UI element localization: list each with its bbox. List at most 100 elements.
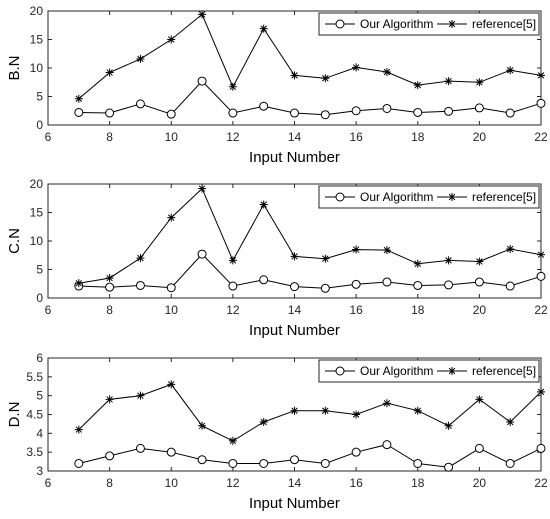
- legend-circle-marker: [335, 19, 345, 29]
- series-line: [78, 187, 542, 284]
- x-axis-label: Input Number: [249, 149, 340, 166]
- series-line: [78, 253, 542, 289]
- data-point: [413, 458, 423, 468]
- x-tick-label: 18: [411, 130, 425, 144]
- legend-circle-marker: [335, 366, 345, 376]
- x-tick-label: 6: [45, 130, 52, 144]
- data-point: [74, 279, 83, 288]
- x-tick-label: 20: [473, 130, 487, 144]
- data-point: [167, 35, 176, 44]
- legend: Our Algorithm reference[5]: [318, 12, 540, 36]
- data-point: [105, 108, 115, 118]
- data-point: [136, 391, 145, 400]
- legend-circle-marker: [335, 192, 345, 202]
- data-point: [321, 74, 330, 83]
- legend: Our Algorithm reference[5]: [318, 359, 540, 383]
- data-point: [537, 387, 545, 396]
- series-2: [74, 10, 545, 103]
- data-point: [166, 109, 176, 119]
- legend-label: reference[5]: [472, 190, 536, 204]
- data-point: [413, 259, 422, 268]
- data-point: [259, 458, 269, 468]
- series-line: [78, 13, 542, 100]
- data-point: [352, 245, 361, 254]
- x-tick-label: 14: [288, 476, 302, 490]
- chart-panel-1: 6 8 10 12 14 16 18 20 22 0 5 10 15 20 Input Number B.N O…: [6, 4, 548, 166]
- legend-star-marker: [448, 367, 456, 375]
- x-tick-label: 22: [534, 476, 548, 490]
- x-tick-label: 12: [226, 303, 240, 317]
- data-point: [198, 421, 207, 430]
- data-point: [105, 282, 115, 292]
- data-point: [166, 283, 176, 293]
- data-point: [351, 447, 361, 457]
- data-point: [320, 458, 330, 468]
- data-point: [474, 443, 484, 453]
- data-point: [444, 256, 453, 265]
- data-point: [290, 71, 299, 80]
- series-line: [78, 444, 542, 468]
- data-point: [413, 406, 422, 415]
- data-point: [74, 425, 83, 434]
- y-tick-label: 4: [36, 426, 43, 440]
- data-point: [136, 54, 145, 63]
- x-axis-label: Input Number: [249, 495, 340, 512]
- data-point: [536, 443, 546, 453]
- data-point: [198, 184, 207, 193]
- data-point: [505, 108, 515, 118]
- legend-label: Our Algorithm: [360, 190, 433, 204]
- data-point: [105, 68, 114, 77]
- x-tick-label: 8: [106, 476, 113, 490]
- y-tick-label: 20: [30, 4, 44, 18]
- data-point: [135, 280, 145, 290]
- data-point: [506, 66, 515, 75]
- data-point: [320, 110, 330, 120]
- series-line: [78, 80, 542, 116]
- series-2: [74, 380, 545, 445]
- legend-label: reference[5]: [472, 17, 536, 31]
- y-tick-label: 15: [30, 33, 44, 47]
- chart-panel-2: 6 8 10 12 14 16 18 20 22 0 5 10 15 20 Input Number C.N O…: [6, 177, 548, 339]
- data-point: [537, 250, 545, 259]
- data-point: [352, 63, 361, 72]
- data-point: [197, 249, 207, 259]
- data-point: [228, 281, 238, 291]
- x-tick-label: 10: [165, 303, 179, 317]
- data-point: [444, 106, 454, 116]
- data-point: [382, 277, 392, 287]
- data-point: [474, 103, 484, 113]
- x-tick-label: 8: [106, 130, 113, 144]
- data-point: [167, 380, 176, 389]
- data-point: [444, 462, 454, 472]
- y-tick-label: 5: [36, 263, 43, 277]
- data-point: [537, 71, 545, 80]
- y-tick-label: 0: [36, 291, 43, 305]
- data-point: [197, 76, 207, 86]
- legend-label: Our Algorithm: [360, 17, 433, 31]
- data-point: [351, 279, 361, 289]
- legend-box: [318, 359, 540, 383]
- data-point: [413, 280, 423, 290]
- data-point: [382, 67, 391, 76]
- data-point: [259, 200, 268, 209]
- data-point: [167, 213, 176, 222]
- x-tick-label: 14: [288, 130, 302, 144]
- data-point: [105, 274, 114, 283]
- x-tick-label: 6: [45, 476, 52, 490]
- data-point: [74, 94, 83, 103]
- data-point: [382, 246, 391, 255]
- legend-star-marker: [448, 20, 456, 28]
- y-axis-label: B.N: [6, 55, 23, 80]
- data-point: [536, 271, 546, 281]
- x-tick-label: 22: [534, 130, 548, 144]
- data-point: [352, 410, 361, 419]
- x-tick-label: 8: [106, 303, 113, 317]
- data-point: [321, 406, 330, 415]
- data-point: [475, 395, 484, 404]
- y-tick-label: 15: [30, 206, 44, 220]
- x-tick-label: 12: [226, 476, 240, 490]
- data-point: [259, 24, 268, 33]
- data-point: [198, 10, 207, 19]
- data-point: [475, 78, 484, 87]
